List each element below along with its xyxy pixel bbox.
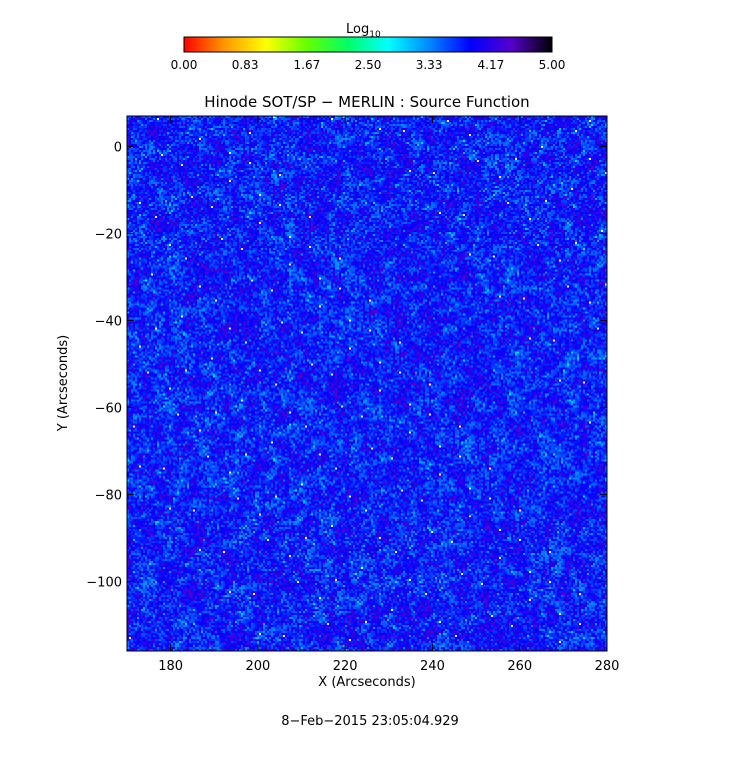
x-tick-label: 260: [507, 659, 532, 674]
x-axis: 180 200 220 240 260 280: [158, 116, 619, 674]
footer-timestamp: 8−Feb−2015 23:05:04.929: [281, 714, 459, 729]
chart-title: Hinode SOT/SP − MERLIN : Source Function: [204, 93, 529, 111]
colorbar-tick-label: 3.33: [416, 58, 443, 72]
plot-frame: [126, 115, 608, 652]
colorbar-tick-label: 2.50: [355, 58, 382, 72]
y-axis: 0 −20 −40 −60 −80 −100: [86, 140, 607, 590]
x-tick-label: 280: [595, 659, 620, 674]
colorbar-tick-label: 0.83: [232, 58, 259, 72]
y-tick-label: −60: [95, 401, 122, 416]
colorbar-tick-label: 4.17: [478, 58, 505, 72]
x-tick-label: 180: [158, 659, 183, 674]
colorbar-tick-label: 5.00: [539, 58, 566, 72]
y-tick-label: −100: [86, 575, 122, 590]
x-axis-label: X (Arcseconds): [318, 675, 415, 690]
y-tick-label: −20: [95, 227, 122, 242]
colorbar-tick-label: 0.00: [171, 58, 198, 72]
colorbar-tick-label: 1.67: [294, 58, 321, 72]
colorbar-gradient: [183, 36, 553, 53]
y-axis-label: Y (Arcseconds): [56, 335, 71, 432]
colorbar: Log10 0.00 0.83 1.67 2.50 3.33 4.17 5.00: [171, 22, 566, 72]
y-tick-label: 0: [114, 140, 122, 155]
colorbar-ticks: 0.00 0.83 1.67 2.50 3.33 4.17 5.00: [171, 58, 566, 72]
heatmap-image: [127, 116, 607, 651]
heatmap-area: [127, 116, 607, 651]
x-tick-label: 220: [333, 659, 358, 674]
y-tick-label: −80: [95, 488, 122, 503]
x-tick-label: 240: [420, 659, 445, 674]
colorbar-title: Log10: [346, 22, 381, 40]
y-tick-label: −40: [95, 314, 122, 329]
x-tick-label: 200: [245, 659, 270, 674]
